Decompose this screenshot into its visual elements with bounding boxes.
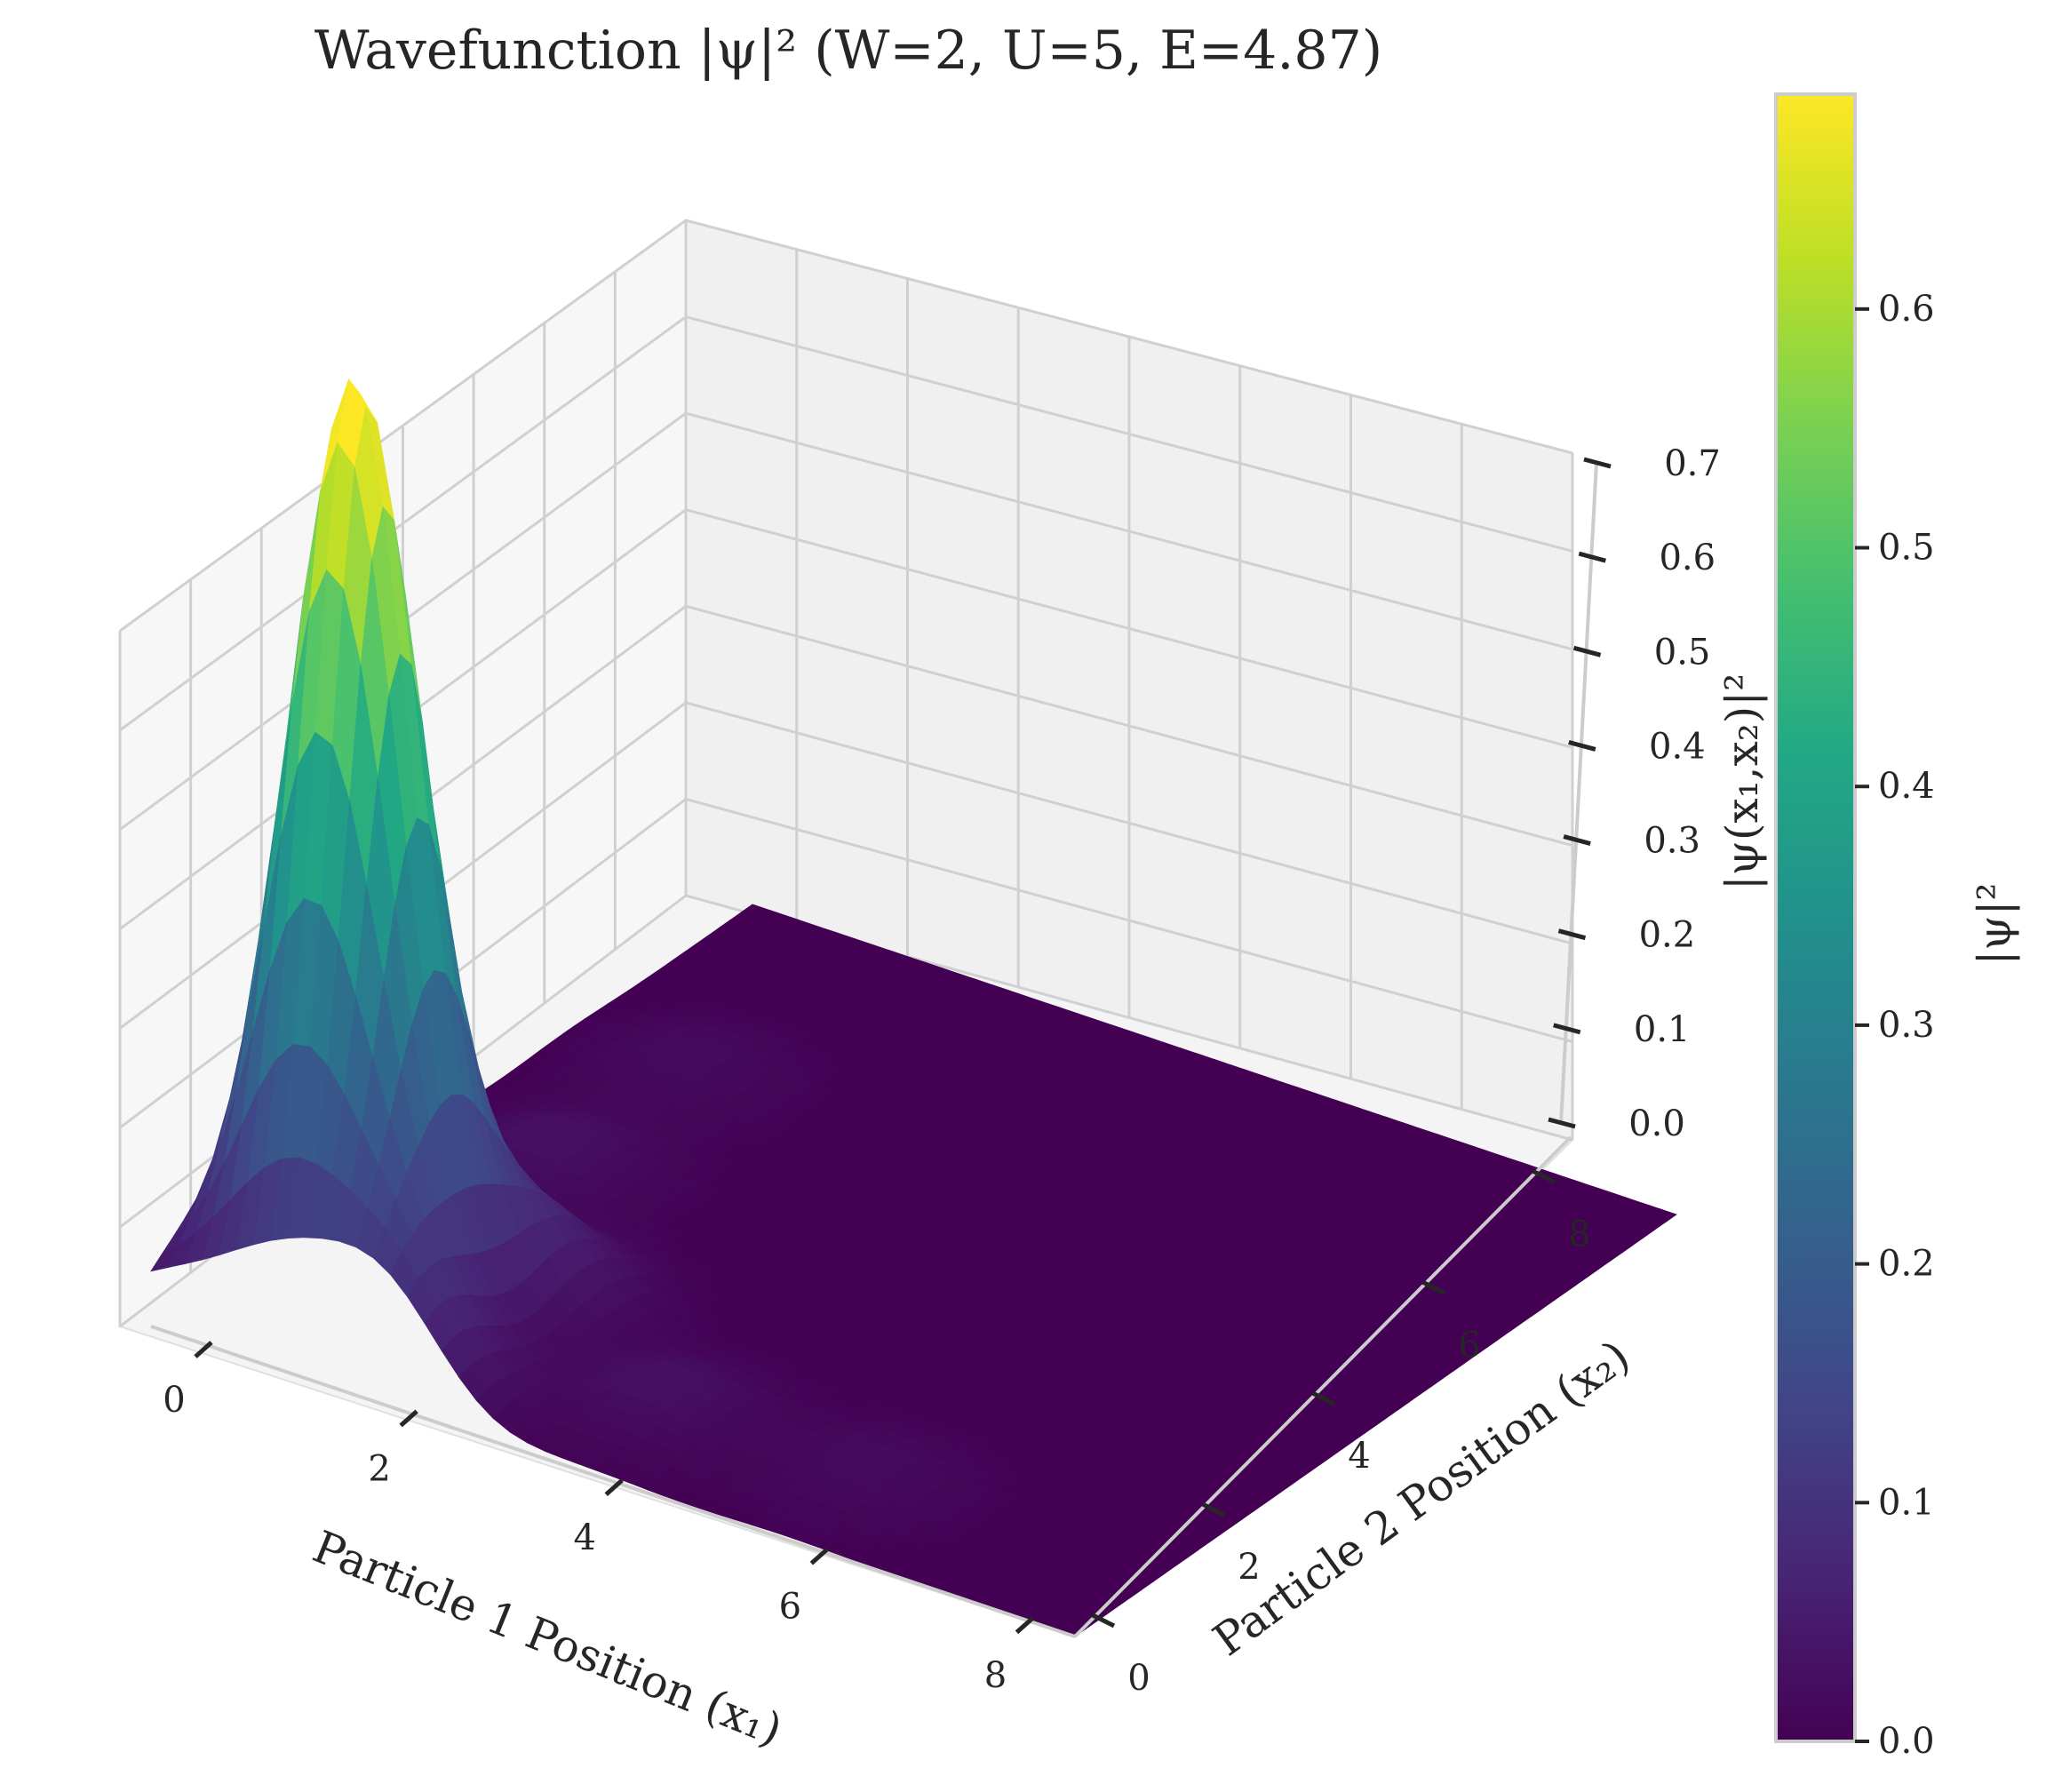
y-tick-label: 0 [1127, 1658, 1150, 1699]
y-tick-label: 6 [1458, 1325, 1480, 1366]
x-tick-label: 4 [573, 1517, 595, 1558]
z-tick-label: 0.7 [1664, 443, 1721, 484]
y-tick-label: 8 [1568, 1214, 1590, 1254]
x-tick-label: 6 [779, 1587, 801, 1628]
z-tick-label: 0.5 [1654, 632, 1711, 673]
x-tick-label: 0 [163, 1380, 185, 1421]
colorbar-tick-label: 0.4 [1878, 766, 1935, 807]
colorbar-tick-label: 0.3 [1878, 1005, 1935, 1046]
colorbar-tick-label: 0.1 [1878, 1482, 1935, 1523]
surface-mesh [150, 378, 1677, 1637]
z-tick-label: 0.4 [1649, 726, 1706, 767]
z-tick-label: 0.1 [1634, 1009, 1691, 1050]
colorbar-tick-label: 0.5 [1878, 528, 1935, 569]
chart-title: Wavefunction |ψ|² (W=2, U=5, E=4.87) [314, 20, 1382, 82]
colorbar-gradient [1774, 92, 1857, 1743]
z-axis-label: |ψ(x₁,x₂)|² [1716, 673, 1768, 890]
y-tick-label: 2 [1238, 1547, 1260, 1588]
x-tick-label: 2 [368, 1449, 390, 1490]
grid-line [119, 219, 1573, 633]
colorbar-tick-label: 0.2 [1878, 1244, 1935, 1285]
x-tick-label: 8 [984, 1655, 1007, 1696]
z-tick-label: 0.3 [1644, 821, 1700, 862]
y-tick-label: 4 [1348, 1436, 1370, 1477]
z-tick-label: 0.6 [1659, 538, 1716, 578]
colorbar-tick-label: 0.0 [1878, 1721, 1935, 1762]
x-axis-label: Particle 1 Position (x₁) [306, 1521, 789, 1756]
z-tick-label: 0.0 [1628, 1103, 1685, 1144]
colorbar: 0.0 0.1 0.2 0.3 0.4 0.5 0.6 |ψ|² [1774, 92, 2020, 1762]
colorbar-label: |ψ|² [1969, 883, 2020, 966]
z-tick-label: 0.2 [1639, 915, 1696, 956]
colorbar-tick-label: 0.6 [1878, 289, 1935, 330]
